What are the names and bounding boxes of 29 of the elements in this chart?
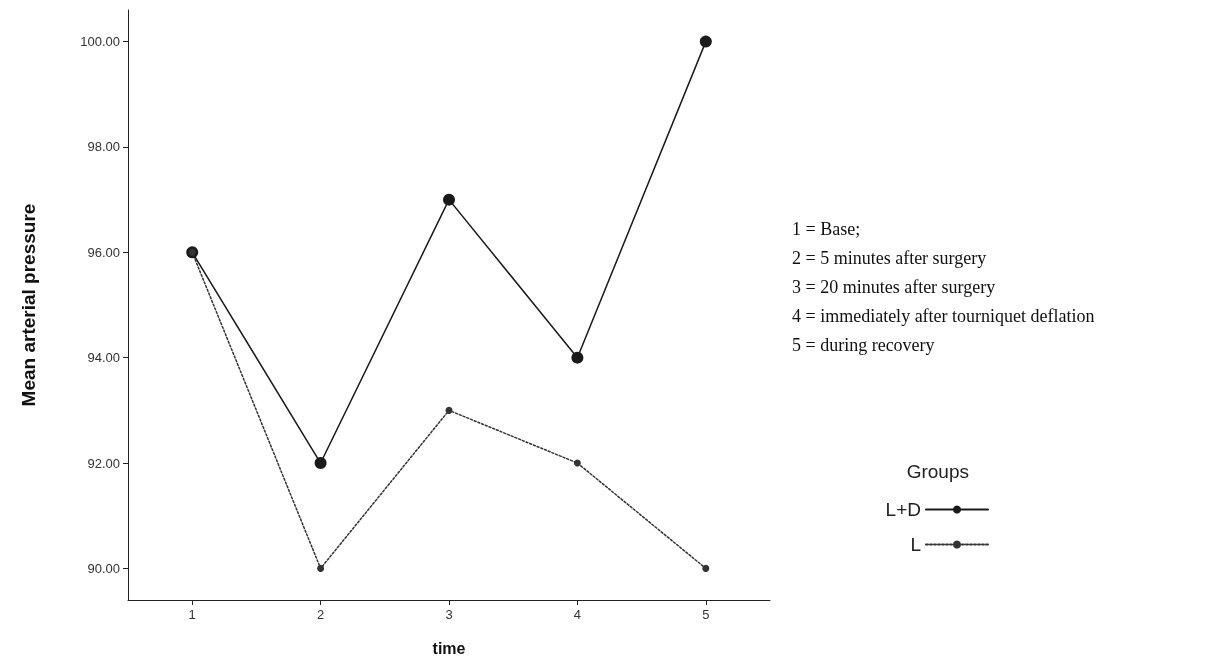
point <box>571 351 584 364</box>
text: 1 = Base; <box>792 219 861 239</box>
x-tick-label: 3 <box>445 607 453 622</box>
text: 4 = immediately after tourniquet deflation <box>792 306 1095 326</box>
point <box>314 457 327 470</box>
y-tick-label: 94.00 <box>87 350 120 366</box>
text: 2 = 5 minutes after surgery <box>792 248 987 268</box>
y-tick-label: 90.00 <box>87 560 120 576</box>
legend-label: L <box>910 534 921 555</box>
point <box>573 459 581 467</box>
y-tick-label: 96.00 <box>87 244 120 260</box>
text: 3 = 20 minutes after surgery <box>792 277 996 297</box>
point <box>443 193 455 206</box>
y-tick-label: 98.00 <box>87 139 120 155</box>
point <box>445 406 453 414</box>
x-tick-label: 2 <box>316 607 325 622</box>
point <box>699 35 712 48</box>
point <box>702 564 710 572</box>
y-axis-title: Mean arterial pressure <box>18 203 39 407</box>
x-tick-label: 4 <box>573 607 582 622</box>
legend-label: L+D <box>885 499 921 520</box>
point <box>317 564 325 572</box>
y-tick-label: 100.00 <box>80 34 120 50</box>
text: 5 = during recovery <box>792 335 935 355</box>
legend-title: Groups <box>906 461 970 482</box>
y-tick-label: 92.00 <box>87 455 120 471</box>
x-axis-title: time <box>432 639 466 657</box>
x-tick-label: 5 <box>702 607 710 622</box>
x-tick-label: 1 <box>188 607 196 622</box>
